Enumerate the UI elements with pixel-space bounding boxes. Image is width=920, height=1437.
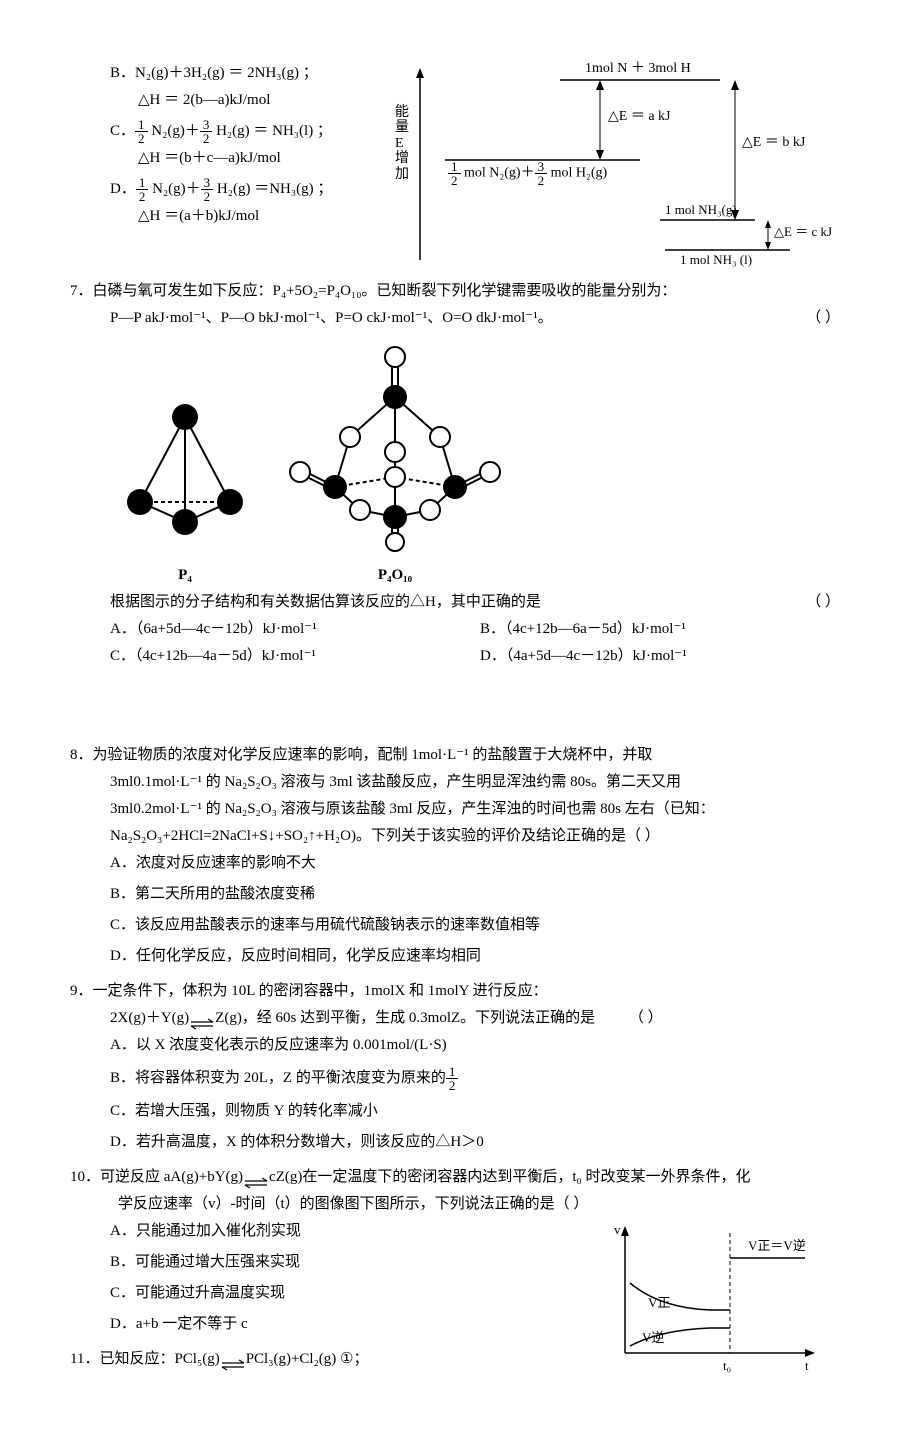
p4-molecule: P₄ <box>110 392 260 589</box>
q10-text2: 学反应速率（v）-时间（t）的图像图下图所示，下列说法正确的是（ ） <box>118 1191 850 1218</box>
p4-svg <box>110 392 260 552</box>
q8-num: 8． <box>70 742 93 769</box>
energy-axis-label: 能量E增加 <box>395 105 413 182</box>
q9: 9．一定条件下，体积为 10L 的密闭容器中，1molX 和 1molY 进行反… <box>70 978 850 1156</box>
q10-text-post: cZ(g)在一定温度下的密闭容器内达到平衡后，t₀ 时改变某一外界条件，化 <box>269 1169 750 1185</box>
q6-optb-line2: △H ＝ 2(b―a)kJ/mol <box>138 87 390 114</box>
energy-top-label: 1mol N ＋ 3mol H <box>585 56 691 81</box>
q7-paren2: （ ） <box>806 589 840 616</box>
q7-optc: C．（4c+12b―4a－5d）kJ·mol⁻¹ <box>110 643 480 670</box>
q9-text: 一定条件下，体积为 10L 的密闭容器中，1molX 和 1molY 进行反应： <box>93 983 548 999</box>
energy-nh3l-label: 1 mol NH₃ (l) <box>680 248 752 271</box>
q7-num: 7． <box>70 278 93 305</box>
q7-text2-row: P―P akJ·mol⁻¹、P―O bkJ·mol⁻¹、P=O ckJ·mol⁻… <box>110 305 850 332</box>
q6-option-d: D．12 N₂(g)＋32 H₂(g) ＝NH₃(g) ； △H ＝(a＋b)k… <box>110 176 390 230</box>
q6-optd-line1: D．12 N₂(g)＋32 H₂(g) ＝NH₃(g) ； <box>110 176 390 203</box>
q9-opta: A．以 X 浓度变化表示的反应速率为 0.001mol/(L·S) <box>110 1032 850 1059</box>
q7-options-cd: C．（4c+12b―4a－5d）kJ·mol⁻¹ D．（4a+5d―4c－12b… <box>110 643 850 670</box>
q11-text-post: PCl₃(g)+Cl₂(g) ①； <box>246 1351 369 1367</box>
q9-text2-pre: 2X(g)＋Y(g) <box>110 1010 189 1026</box>
equilibrium-arrow-icon <box>243 1172 269 1184</box>
q9-optb: B．将容器体积变为 20L，Z 的平衡浓度变为原来的12 <box>110 1065 850 1092</box>
p4-label: P₄ <box>110 562 260 589</box>
graph-vf-label: V正 <box>648 1291 670 1314</box>
q8-opta: A．浓度对反应速率的影响不大 <box>110 850 850 877</box>
graph-y-label: v <box>614 1218 621 1241</box>
q8-text3: 3ml0.2mol·L⁻¹ 的 Na₂S₂O₃ 溶液与原该盐酸 3ml 反应，产… <box>110 796 850 823</box>
q11-num: 11． <box>70 1346 99 1373</box>
equilibrium-arrow-icon <box>220 1354 246 1366</box>
q10-num: 10． <box>70 1164 100 1191</box>
q6-option-c: C．12 N₂(g)＋32 H₂(g) ＝ NH₃(l) ； △H ＝(b＋c―… <box>110 118 390 172</box>
q9-num: 9． <box>70 978 93 1005</box>
q9-optd: D．若升高温度，X 的体积分数增大，则该反应的△H＞0 <box>110 1129 850 1156</box>
q6-optc-line1: C．12 N₂(g)＋32 H₂(g) ＝ NH₃(l) ； <box>110 118 390 145</box>
q7-opta: A．（6a+5d―4c－12b）kJ·mol⁻¹ <box>110 616 480 643</box>
q9-text2-row: 2X(g)＋Y(g) Z(g)，经 60s 达到平衡，生成 0.3molZ。下列说… <box>110 1005 850 1032</box>
q11-text-pre: 已知反应：PCl₅(g) <box>99 1351 219 1367</box>
q10: 10．可逆反应 aA(g)+bY(g) cZ(g)在一定温度下的密闭容器内达到平衡… <box>70 1164 850 1338</box>
q8-text: 为验证物质的浓度对化学反应速率的影响，配制 1mol·L⁻¹ 的盐酸置于大烧杯中… <box>93 747 653 763</box>
energy-c-label: △E ＝ c kJ <box>774 220 832 243</box>
q8-text2: 3ml0.1mol·L⁻¹ 的 Na₂S₂O₃ 溶液与 3ml 该盐酸反应，产生… <box>110 769 850 796</box>
energy-mid-label: 12 mol N₂(g)＋32 mol H₂(g) <box>448 160 607 187</box>
q9-text2-post: Z(g)，经 60s 达到平衡，生成 0.3molZ。下列说法正确的是 <box>215 1010 595 1026</box>
q6-energy-diagram: 能量E增加 1mol N ＋ 3mol H △E ＝ a kJ △E ＝ b k… <box>390 60 850 270</box>
q8-text4: Na₂S₂O₃+2HCl=2NaCl+S↓+SO₂↑+H₂O)。下列关于该实验的… <box>110 823 850 850</box>
graph-veq-label: V正＝V逆 <box>748 1234 806 1257</box>
p4o10-svg <box>280 342 510 552</box>
q6-optb-line1: B．N₂(g)＋3H₂(g) ＝ 2NH₃(g) ； <box>110 60 390 87</box>
q7-stem2-row: 根据图示的分子结构和有关数据估算该反应的△H，其中正确的是 （ ） <box>110 589 850 616</box>
p4o10-molecule: P₄O₁₀ <box>280 342 510 589</box>
q7-options-ab: A．（6a+5d―4c－12b）kJ·mol⁻¹ B．（4c+12b―6a－5d… <box>110 616 850 643</box>
energy-a-label: △E ＝ a kJ <box>608 104 670 129</box>
q7: 7．白磷与氧可发生如下反应：P₄+5O₂=P₄O₁₀。已知断裂下列化学键需要吸收… <box>70 278 850 670</box>
q8-optd: D．任何化学反应，反应时间相同，化学反应速率均相同 <box>110 943 850 970</box>
q6-optd-line2: △H ＝(a＋b)kJ/mol <box>138 203 390 230</box>
equilibrium-arrow-icon <box>189 1013 215 1025</box>
q6-optc-line2: △H ＝(b＋c―a)kJ/mol <box>138 145 390 172</box>
graph-x-label: t <box>805 1354 809 1377</box>
graph-vr-label: V逆 <box>642 1326 664 1349</box>
q6-options-col: B．N₂(g)＋3H₂(g) ＝ 2NH₃(g) ； △H ＝ 2(b―a)kJ… <box>70 60 390 270</box>
q7-molecules: P₄ <box>110 342 850 589</box>
q7-optb: B．（4c+12b―6a－5d）kJ·mol⁻¹ <box>480 616 850 643</box>
graph-t0-label: t₀ <box>723 1354 731 1377</box>
q6-options-and-diagram: B．N₂(g)＋3H₂(g) ＝ 2NH₃(g) ； △H ＝ 2(b―a)kJ… <box>70 60 850 270</box>
q10-text-pre: 可逆反应 aA(g)+bY(g) <box>100 1169 243 1185</box>
p4o10-label: P₄O₁₀ <box>280 562 510 589</box>
spacer <box>70 674 850 734</box>
q8: 8．为验证物质的浓度对化学反应速率的影响，配制 1mol·L⁻¹ 的盐酸置于大烧… <box>70 742 850 970</box>
q9-paren: （ ） <box>629 1010 663 1026</box>
q8-optb: B．第二天所用的盐酸浓度变稀 <box>110 881 850 908</box>
q7-text2: P―P akJ·mol⁻¹、P―O bkJ·mol⁻¹、P=O ckJ·mol⁻… <box>110 310 553 326</box>
q7-optd: D．（4a+5d―4c－12b）kJ·mol⁻¹ <box>480 643 850 670</box>
q9-optc: C．若增大压强，则物质 Y 的转化率减小 <box>110 1098 850 1125</box>
q10-rate-graph: v t t₀ V正 V逆 V正＝V逆 <box>600 1218 820 1373</box>
energy-b-label: △E ＝ b kJ <box>742 130 805 155</box>
q7-paren: （ ） <box>806 305 840 332</box>
q7-text: 白磷与氧可发生如下反应：P₄+5O₂=P₄O₁₀。已知断裂下列化学键需要吸收的能… <box>93 283 677 299</box>
q8-optc: C．该反应用盐酸表示的速率与用硫代硫酸钠表示的速率数值相等 <box>110 912 850 939</box>
q6-option-b: B．N₂(g)＋3H₂(g) ＝ 2NH₃(g) ； △H ＝ 2(b―a)kJ… <box>110 60 390 114</box>
energy-nh3g-label: 1 mol NH₃(g) <box>665 198 737 221</box>
q7-stem2: 根据图示的分子结构和有关数据估算该反应的△H，其中正确的是 <box>110 594 541 610</box>
